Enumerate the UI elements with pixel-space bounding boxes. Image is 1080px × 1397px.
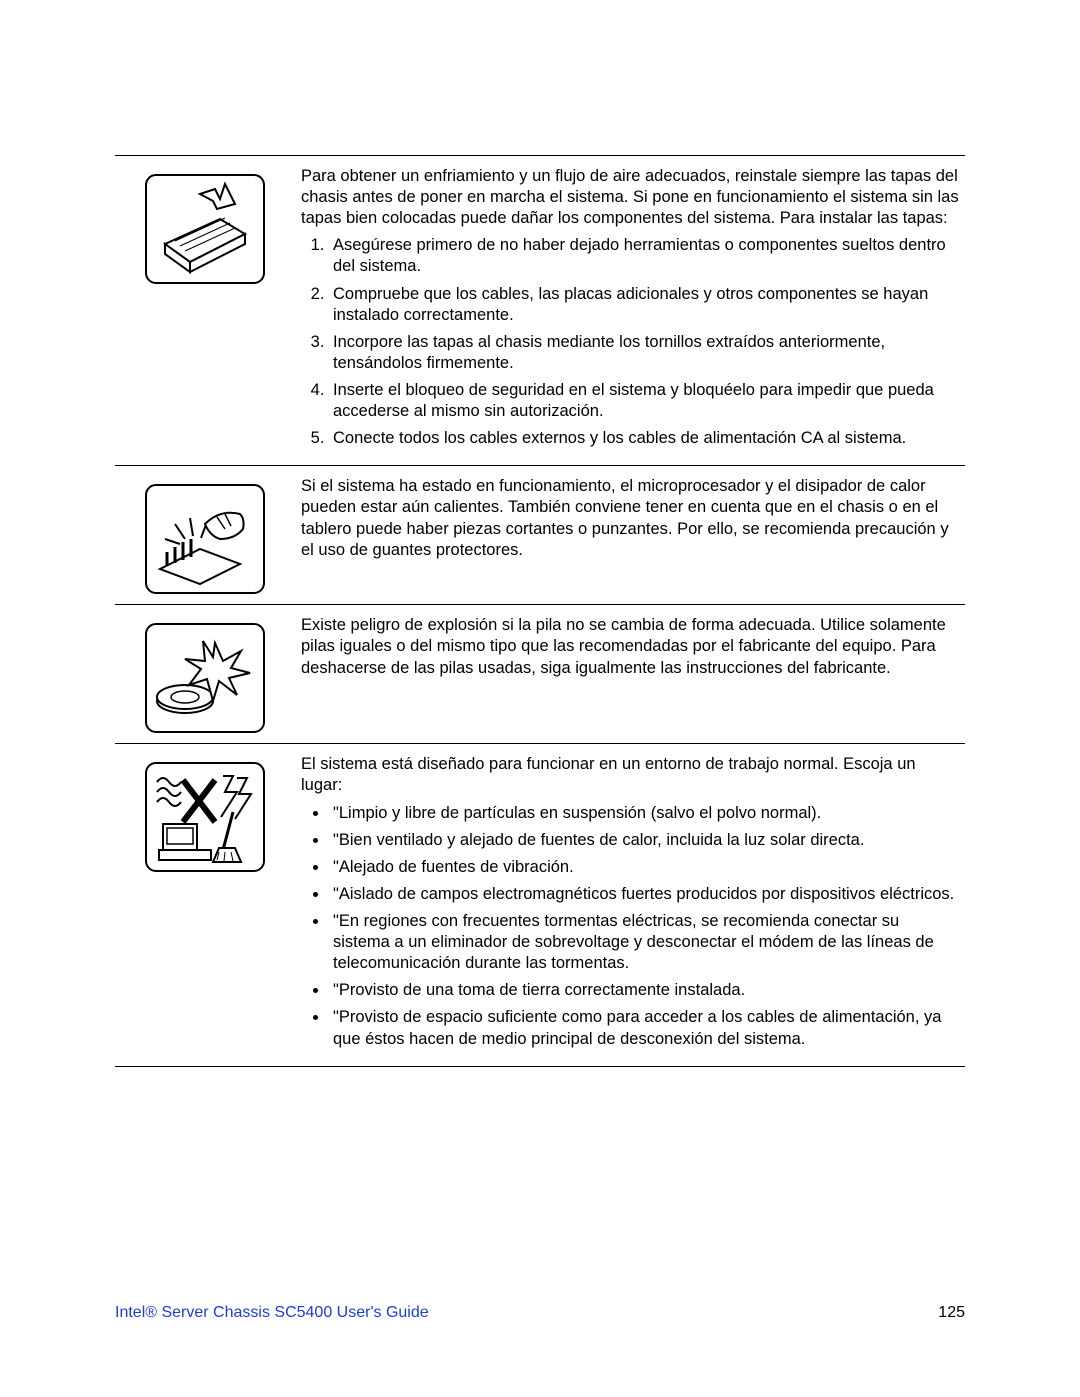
text-cell: Para obtener un enfriamiento y un flujo … bbox=[295, 156, 965, 466]
battery-explosion-icon bbox=[145, 623, 265, 733]
hot-surface-icon bbox=[145, 484, 265, 594]
list-item: "Provisto de espacio suficiente como par… bbox=[329, 1007, 959, 1049]
list-item: Compruebe que los cables, las placas adi… bbox=[329, 284, 959, 326]
icon-cell-chassis bbox=[115, 156, 295, 466]
chassis-icon bbox=[145, 174, 265, 284]
list-item: "Provisto de una toma de tierra correcta… bbox=[329, 980, 959, 1001]
list-item: "Aislado de campos electromagnéticos fue… bbox=[329, 884, 959, 905]
table-row: Existe peligro de explosión si la pila n… bbox=[115, 605, 965, 744]
text-cell: Si el sistema ha estado en funcionamient… bbox=[295, 466, 965, 605]
icon-cell-battery bbox=[115, 605, 295, 744]
list-item: "Alejado de fuentes de vibración. bbox=[329, 857, 959, 878]
icon-cell-environment bbox=[115, 744, 295, 1066]
text-cell: Existe peligro de explosión si la pila n… bbox=[295, 605, 965, 744]
safety-table: Para obtener un enfriamiento y un flujo … bbox=[115, 155, 965, 1067]
row-intro: Para obtener un enfriamiento y un flujo … bbox=[301, 166, 959, 229]
footer-page-number: 125 bbox=[938, 1304, 965, 1322]
text-cell: El sistema está diseñado para funcionar … bbox=[295, 744, 965, 1066]
list-item: "Limpio y libre de partículas en suspens… bbox=[329, 803, 959, 824]
list-item: Incorpore las tapas al chasis mediante l… bbox=[329, 332, 959, 374]
icon-cell-hot bbox=[115, 466, 295, 605]
page-footer: Intel® Server Chassis SC5400 User's Guid… bbox=[115, 1304, 965, 1322]
ordered-list: Asegúrese primero de no haber dejado her… bbox=[329, 235, 959, 449]
row-intro: Si el sistema ha estado en funcionamient… bbox=[301, 476, 959, 560]
list-item: Inserte el bloqueo de seguridad en el si… bbox=[329, 380, 959, 422]
list-item: Conecte todos los cables externos y los … bbox=[329, 428, 959, 449]
footer-guide-title: Intel® Server Chassis SC5400 User's Guid… bbox=[115, 1304, 429, 1322]
page: Para obtener un enfriamiento y un flujo … bbox=[0, 0, 1080, 1397]
environment-icon bbox=[145, 762, 265, 872]
list-item: "Bien ventilado y alejado de fuentes de … bbox=[329, 830, 959, 851]
table-row: El sistema está diseñado para funcionar … bbox=[115, 744, 965, 1066]
list-item: "En regiones con frecuentes tormentas el… bbox=[329, 911, 959, 974]
table-row: Para obtener un enfriamiento y un flujo … bbox=[115, 156, 965, 466]
bullet-list: "Limpio y libre de partículas en suspens… bbox=[329, 803, 959, 1050]
row-intro: El sistema está diseñado para funcionar … bbox=[301, 754, 959, 796]
row-intro: Existe peligro de explosión si la pila n… bbox=[301, 615, 959, 678]
list-item: Asegúrese primero de no haber dejado her… bbox=[329, 235, 959, 277]
table-row: Si el sistema ha estado en funcionamient… bbox=[115, 466, 965, 605]
